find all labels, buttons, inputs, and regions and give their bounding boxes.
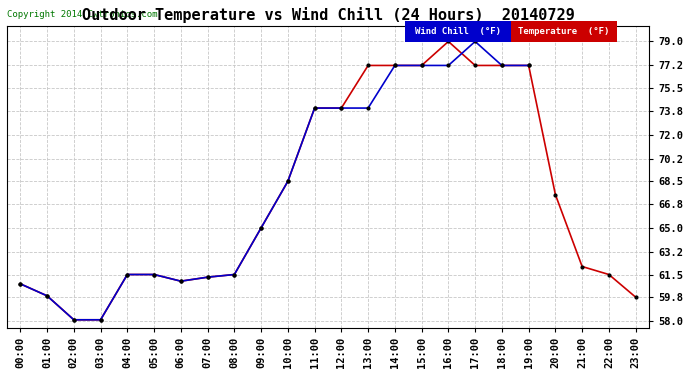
- Bar: [405, 21, 511, 42]
- Text: Temperature  (°F): Temperature (°F): [518, 27, 610, 36]
- Title: Outdoor Temperature vs Wind Chill (24 Hours)  20140729: Outdoor Temperature vs Wind Chill (24 Ho…: [81, 7, 574, 23]
- Bar: [511, 21, 617, 42]
- Text: Copyright 2014 Cwtronics.com: Copyright 2014 Cwtronics.com: [7, 10, 157, 20]
- Text: Wind Chill  (°F): Wind Chill (°F): [415, 27, 501, 36]
